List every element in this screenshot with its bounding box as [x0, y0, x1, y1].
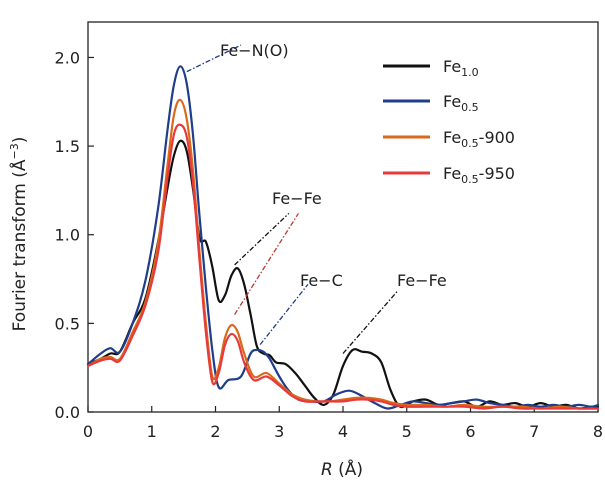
y-tick-label-1: 0.5 [55, 314, 80, 333]
annotation-fe-fe-3-label: Fe−Fe [397, 271, 447, 290]
y-axis-title-main: Fourier transform (Å [8, 159, 30, 331]
annotation-fe-fe-2-leader [234, 213, 299, 315]
series-lines [86, 65, 600, 410]
annotation-lines [186, 44, 398, 354]
x-tick-label-3: 3 [274, 422, 284, 441]
legend-label-fe0-5-950-suffix: -950 [479, 164, 515, 183]
x-tick-label-5: 5 [402, 422, 412, 441]
y-axis-title-close: ) [10, 137, 30, 144]
annotation-fe-n-o-label: Fe−N(O) [220, 41, 289, 60]
annotation-fe-fe-3-leader [342, 291, 398, 354]
annotation-fe-fe-1-leader [234, 212, 290, 266]
x-tick-label-1: 1 [147, 422, 157, 441]
legend-label-fe1-0-sub: 1.0 [461, 66, 479, 79]
legend-label-fe0-5-900-base: Fe [443, 128, 461, 147]
legend-label-fe0-5: Fe0.5 [443, 92, 479, 114]
legend-label-fe0-5-950: Fe0.5-950 [443, 164, 515, 186]
x-tick-labels: 0 1 2 3 4 5 6 7 8 [83, 422, 603, 441]
legend: Fe1.0 Fe0.5 Fe0.5-900 Fe0.5-950 [383, 57, 515, 186]
y-tick-label-4: 2.0 [55, 48, 80, 67]
legend-label-fe1-0-base: Fe [443, 57, 461, 76]
legend-label-fe0-5-950-base: Fe [443, 164, 461, 183]
legend-label-fe0-5-900-sub: 0.5 [461, 137, 479, 150]
y-tick-label-2: 1.0 [55, 226, 80, 245]
annotation-fe-c-leader [259, 283, 309, 346]
series-line-fe0-5-900 [86, 98, 600, 410]
x-axis-title-unit: (Å) [333, 458, 363, 480]
x-tick-label-2: 2 [210, 422, 220, 441]
x-tick-label-7: 7 [529, 422, 539, 441]
x-tick-label-0: 0 [83, 422, 93, 441]
x-axis-title-italic: R [321, 460, 333, 480]
annotation-fe-c-label: Fe−C [300, 271, 343, 290]
legend-label-fe0-5-900-suffix: -900 [479, 128, 515, 147]
legend-label-fe0-5-950-sub: 0.5 [461, 173, 479, 186]
x-axis-title: R (Å) [321, 458, 363, 480]
x-tick-label-4: 4 [338, 422, 348, 441]
y-axis-title: Fourier transform (Å−3) [8, 137, 30, 332]
annotation-fe-fe-1-label: Fe−Fe [272, 189, 322, 208]
x-tick-label-6: 6 [465, 422, 475, 441]
y-axis-title-exponent: −3 [8, 143, 21, 159]
legend-label-fe0-5-base: Fe [443, 92, 461, 111]
series-line-fe0-5-950 [86, 123, 600, 410]
annotation-fe-n-o-leader [186, 44, 242, 73]
x-tick-label-8: 8 [593, 422, 603, 441]
y-tick-labels: 0.0 0.5 1.0 1.5 2.0 [55, 48, 80, 422]
legend-label-fe1-0: Fe1.0 [443, 57, 479, 79]
legend-label-fe0-5-sub: 0.5 [461, 101, 479, 114]
legend-label-fe0-5-900: Fe0.5-900 [443, 128, 515, 150]
y-tick-label-0: 0.0 [55, 403, 80, 422]
y-tick-label-3: 1.5 [55, 137, 80, 156]
series-line-fe1-0 [86, 139, 600, 410]
